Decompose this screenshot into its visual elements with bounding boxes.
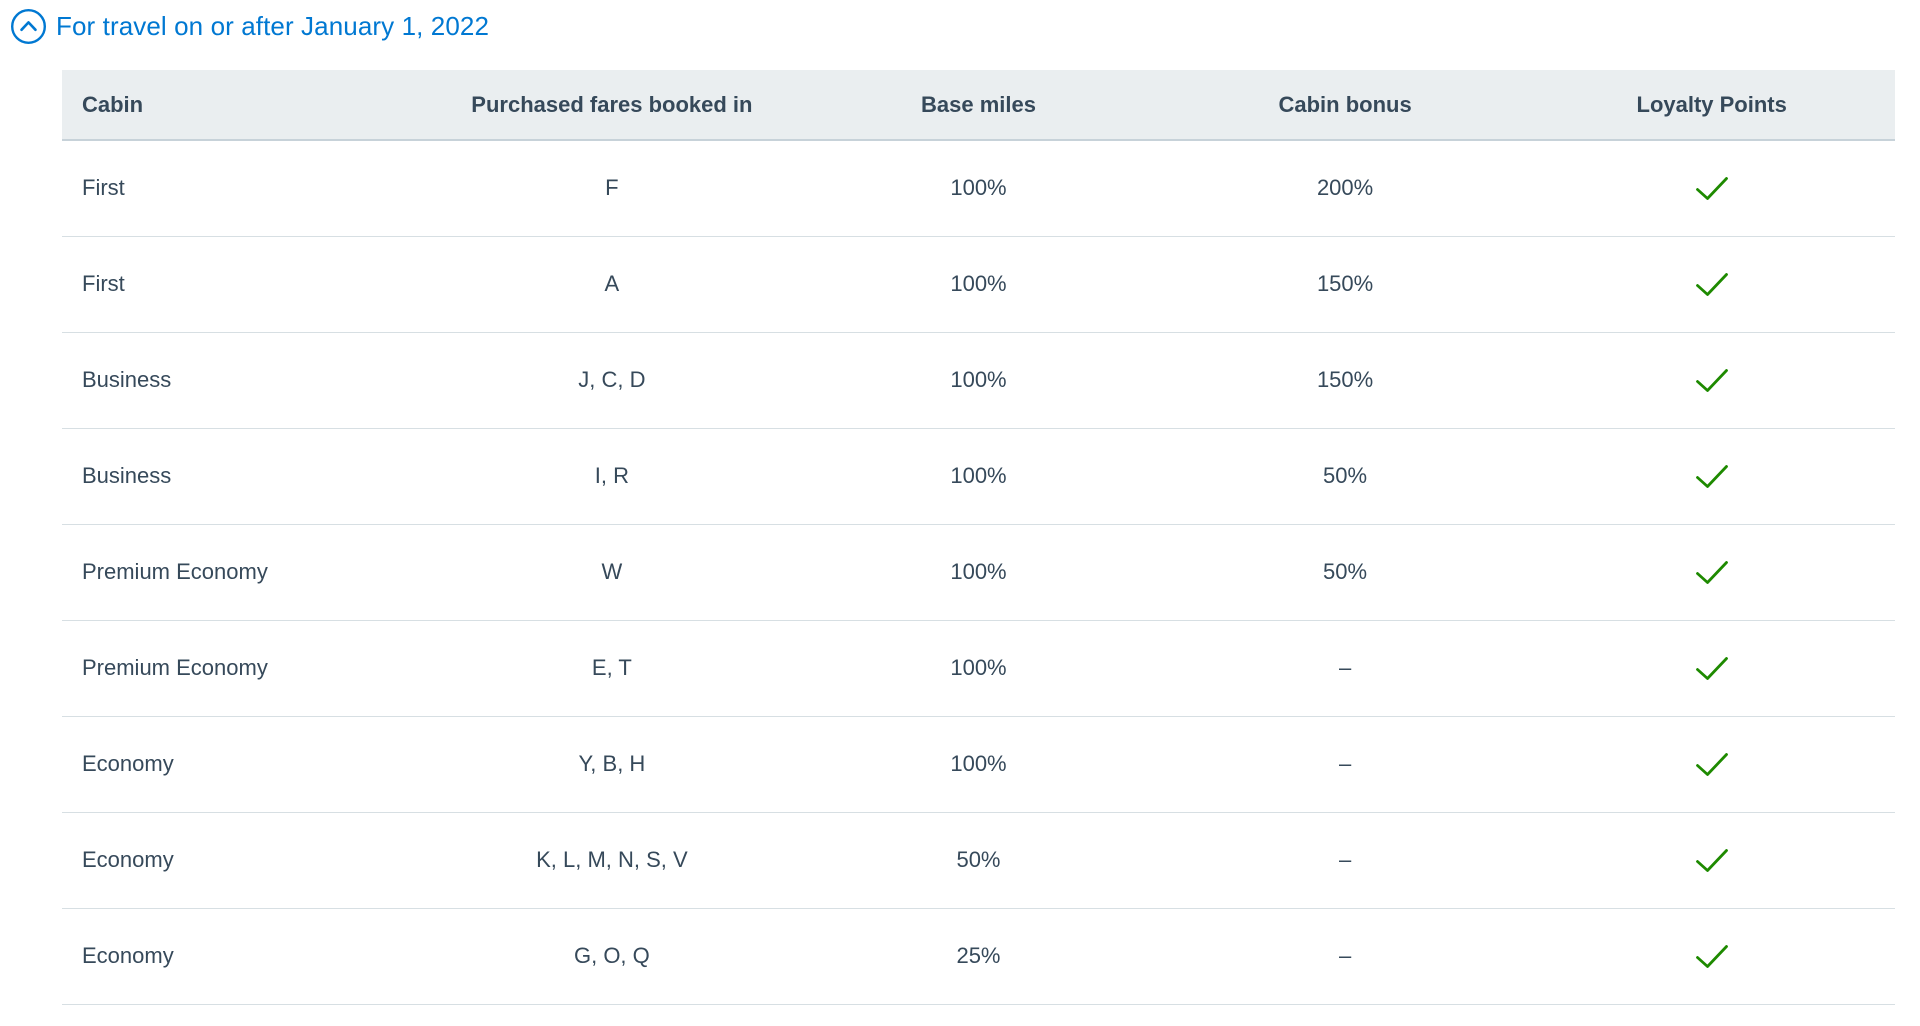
cell-base-miles: 100% xyxy=(795,140,1162,237)
cell-purchased-fares: E, T xyxy=(428,620,796,717)
section-title: For travel on or after January 1, 2022 xyxy=(56,11,490,41)
check-icon xyxy=(1695,656,1728,680)
cell-cabin-bonus: 50% xyxy=(1161,428,1529,525)
cell-base-miles: 100% xyxy=(795,332,1162,429)
cell-base-miles: 25% xyxy=(795,908,1162,1005)
table-row: Business I, R 100% 50% xyxy=(62,428,1895,525)
cell-base-miles: 100% xyxy=(795,620,1162,717)
cell-cabin-bonus: 150% xyxy=(1161,236,1529,333)
cell-purchased-fares: A xyxy=(428,236,796,333)
cell-purchased-fares: F xyxy=(428,140,796,237)
column-header-cabin-bonus: Cabin bonus xyxy=(1161,70,1529,141)
check-icon xyxy=(1695,848,1728,872)
cell-purchased-fares: G, O, Q xyxy=(428,908,796,1005)
cell-cabin: Business xyxy=(62,332,429,429)
cell-cabin-bonus: – xyxy=(1161,620,1529,717)
cell-base-miles: 100% xyxy=(795,428,1162,525)
cell-base-miles: 100% xyxy=(795,524,1162,621)
cell-cabin-bonus: 150% xyxy=(1161,332,1529,429)
check-icon xyxy=(1695,368,1728,392)
cell-cabin: First xyxy=(62,236,429,333)
check-icon xyxy=(1695,752,1728,776)
cell-loyalty-points xyxy=(1528,620,1895,717)
table-row: Premium Economy E, T 100% – xyxy=(62,620,1895,717)
cell-loyalty-points xyxy=(1528,428,1895,525)
cell-cabin: First xyxy=(62,140,429,237)
column-header-loyalty-points: Loyalty Points xyxy=(1528,70,1895,141)
collapse-section-header[interactable]: For travel on or after January 1, 2022 xyxy=(10,8,1920,45)
cell-base-miles: 100% xyxy=(795,716,1162,813)
cell-purchased-fares: I, R xyxy=(428,428,796,525)
cell-cabin-bonus: 200% xyxy=(1161,140,1529,237)
check-icon xyxy=(1695,464,1728,488)
cell-cabin-bonus: – xyxy=(1161,716,1529,813)
check-icon xyxy=(1695,944,1728,968)
check-icon xyxy=(1695,272,1728,296)
cell-loyalty-points xyxy=(1528,524,1895,621)
table-row: Economy Y, B, H 100% – xyxy=(62,716,1895,813)
cell-purchased-fares: K, L, M, N, S, V xyxy=(428,812,796,909)
cell-cabin-bonus: – xyxy=(1161,908,1529,1005)
cell-cabin: Economy xyxy=(62,812,429,909)
table-row: First F 100% 200% xyxy=(62,140,1895,237)
check-icon xyxy=(1695,560,1728,584)
page: For travel on or after January 1, 2022 C… xyxy=(0,8,1920,1005)
column-header-purchased-fares: Purchased fares booked in xyxy=(428,70,796,141)
column-header-base-miles: Base miles xyxy=(795,70,1162,141)
check-icon xyxy=(1695,176,1728,200)
cell-loyalty-points xyxy=(1528,140,1895,237)
cell-cabin: Business xyxy=(62,428,429,525)
cell-purchased-fares: Y, B, H xyxy=(428,716,796,813)
cell-cabin: Premium Economy xyxy=(62,620,429,717)
fares-table: Cabin Purchased fares booked in Base mil… xyxy=(62,70,1895,1005)
table-row: Economy K, L, M, N, S, V 50% – xyxy=(62,812,1895,909)
cell-loyalty-points xyxy=(1528,332,1895,429)
cell-cabin: Premium Economy xyxy=(62,524,429,621)
cell-loyalty-points xyxy=(1528,908,1895,1005)
table-row: Premium Economy W 100% 50% xyxy=(62,524,1895,621)
table-row: Business J, C, D 100% 150% xyxy=(62,332,1895,429)
cell-cabin: Economy xyxy=(62,908,429,1005)
cell-loyalty-points xyxy=(1528,812,1895,909)
cell-purchased-fares: W xyxy=(428,524,796,621)
cell-cabin: Economy xyxy=(62,716,429,813)
chevron-up-circle-icon[interactable] xyxy=(10,8,47,45)
cell-base-miles: 100% xyxy=(795,236,1162,333)
table-header-row: Cabin Purchased fares booked in Base mil… xyxy=(62,70,1895,141)
table-row: Economy G, O, Q 25% – xyxy=(62,908,1895,1005)
cell-base-miles: 50% xyxy=(795,812,1162,909)
cell-loyalty-points xyxy=(1528,236,1895,333)
cell-cabin-bonus: 50% xyxy=(1161,524,1529,621)
cell-loyalty-points xyxy=(1528,716,1895,813)
column-header-cabin: Cabin xyxy=(62,70,429,141)
cell-purchased-fares: J, C, D xyxy=(428,332,796,429)
table-row: First A 100% 150% xyxy=(62,236,1895,333)
cell-cabin-bonus: – xyxy=(1161,812,1529,909)
